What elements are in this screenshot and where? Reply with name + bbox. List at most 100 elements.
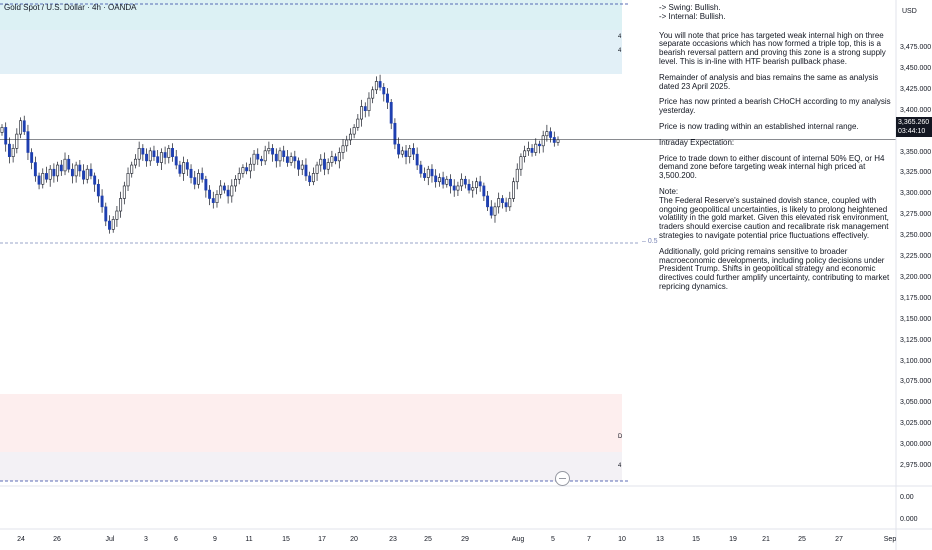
candle-body-up: [426, 168, 430, 178]
candle: [423, 167, 427, 181]
candle: [541, 130, 545, 153]
candle: [252, 149, 256, 171]
candle-body-down: [467, 183, 471, 191]
candle-body-up: [345, 139, 349, 147]
candle-body-up: [341, 145, 345, 153]
candle: [404, 144, 408, 165]
zone-mark-4: 4: [618, 463, 622, 469]
price-tick: 3,050.000: [900, 399, 932, 407]
candle-body-down: [22, 120, 26, 132]
candle-body-up: [148, 150, 152, 162]
candle: [348, 128, 352, 145]
candle-body-down: [226, 189, 230, 197]
zone-mark-2: 4: [618, 48, 622, 54]
candle: [319, 154, 323, 172]
candle: [67, 155, 71, 173]
candle: [463, 175, 467, 189]
candle-body-down: [145, 153, 149, 162]
price-tick: 3,350.000: [900, 148, 932, 156]
candle-body-up: [11, 148, 15, 157]
analysis-paragraph-2: Remainder of analysis and bias remains t…: [659, 72, 879, 91]
candle-body-down: [33, 162, 37, 177]
candle: [15, 128, 19, 154]
price-tick: 3,150.000: [900, 315, 932, 323]
candle: [45, 166, 48, 183]
candle: [241, 164, 245, 178]
candle: [189, 164, 193, 184]
candle: [4, 122, 8, 152]
candle: [126, 167, 130, 191]
candle: [78, 160, 82, 177]
candle: [374, 76, 378, 94]
candle-body-down: [274, 153, 278, 162]
candle: [260, 155, 263, 166]
candle-body-up: [352, 127, 356, 135]
candle: [519, 153, 523, 176]
currency-label: USD: [902, 8, 917, 15]
candle: [508, 191, 512, 212]
candle: [193, 170, 197, 190]
timer-icon[interactable]: [555, 471, 570, 486]
candle: [133, 154, 137, 169]
candle-body-up: [263, 150, 267, 162]
candle-body-up: [445, 178, 449, 185]
candle-body-up: [115, 210, 119, 220]
candle-body-up: [48, 168, 52, 180]
candle: [393, 118, 397, 150]
price-tick: 3,025.000: [900, 420, 932, 428]
sub-pane-tick-1: 0.00: [900, 494, 914, 501]
candle: [0, 124, 4, 136]
candle-body-down: [430, 168, 434, 177]
candle-body-down: [89, 168, 93, 177]
candle-body-down: [4, 127, 8, 145]
candle: [367, 92, 371, 117]
candle-body-up: [41, 173, 45, 185]
candle-body-down: [93, 175, 97, 185]
candle-body-up: [248, 163, 252, 172]
time-tick: 3: [144, 536, 148, 543]
candle-body-down: [222, 185, 226, 191]
candle: [360, 99, 363, 127]
candle-body-down: [178, 164, 182, 174]
last-price-badge: 3,365.260 03:44:10: [896, 117, 932, 137]
candle: [452, 179, 456, 197]
candle-body-down: [204, 178, 208, 191]
candle-body-down: [70, 168, 74, 177]
candle: [70, 163, 74, 184]
candle-body-down: [419, 164, 423, 174]
candle-body-down: [504, 202, 508, 208]
candle: [552, 131, 556, 147]
candle-body-down: [297, 160, 300, 170]
candle-body-down: [37, 175, 41, 185]
candle-body-up: [374, 81, 378, 91]
candle-body-down: [260, 158, 263, 162]
candle-body-down: [393, 122, 397, 145]
candle-body-up: [74, 164, 78, 177]
candle-body-down: [100, 195, 104, 208]
candle-body-up: [119, 198, 123, 212]
candle-body-down: [211, 198, 215, 203]
candles-layer: [0, 74, 560, 234]
candle-body-up: [493, 206, 497, 216]
candle-body-up: [460, 178, 464, 187]
candle-body-up: [159, 152, 163, 163]
candle-body-up: [545, 131, 549, 137]
candle: [63, 152, 67, 176]
candle: [415, 147, 419, 171]
candle: [108, 215, 111, 234]
candle: [11, 144, 15, 163]
candle: [426, 165, 430, 186]
candle-body-up: [111, 219, 115, 230]
zone-supply-1: [0, 0, 622, 30]
candle-body-up: [456, 185, 460, 191]
candle: [226, 185, 230, 204]
candle: [371, 86, 375, 104]
candle: [378, 74, 382, 91]
candle: [430, 164, 434, 183]
price-tick: 3,425.000: [900, 85, 932, 93]
candle-body-down: [96, 183, 100, 197]
candle: [7, 137, 11, 164]
candle: [345, 135, 349, 152]
candle-body-down: [82, 170, 85, 180]
